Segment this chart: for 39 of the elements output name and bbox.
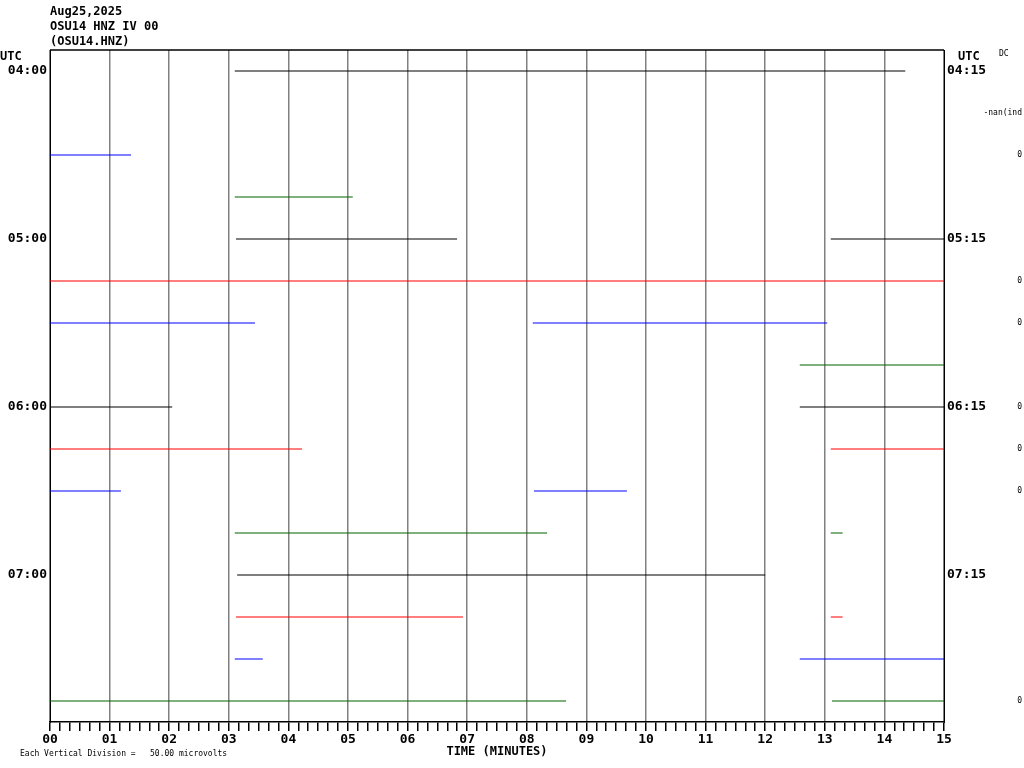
y2-tick-label: 05:15	[947, 230, 987, 246]
text: 0	[1017, 276, 1023, 286]
text: 0	[1017, 696, 1023, 706]
y2-tick-label: 06:15	[947, 398, 987, 414]
x-tick-label: 09	[578, 731, 595, 747]
x-tick-label: 07	[459, 731, 476, 747]
x-tick-label: 06	[399, 731, 416, 747]
x-tick-label: 00	[42, 731, 58, 747]
x-tick-label: 10	[638, 731, 654, 747]
y-tick-label: 04:00	[7, 62, 48, 78]
x-tick-label: 13	[816, 731, 833, 747]
text: DC	[999, 49, 1009, 59]
y-tick-label: 05:00	[7, 230, 48, 246]
x-tick-label: 01	[101, 731, 118, 747]
x-tick-label: 05	[340, 731, 356, 747]
text: 0	[1017, 318, 1023, 328]
text: 0	[1017, 150, 1023, 160]
y2-tick-label: 07:15	[947, 566, 987, 582]
x-tick-label: 14	[876, 731, 893, 747]
x-tick-label: 04	[280, 731, 297, 747]
chart-title: Aug25,2025	[50, 4, 123, 19]
y-tick-label: 06:00	[7, 398, 48, 414]
x-tick-label: 15	[936, 731, 952, 747]
chart-subtitle: OSU14 HNZ IV 00 (OSU14.HNZ)	[50, 19, 159, 49]
x-axis-title: TIME (MINUTES)	[446, 744, 548, 759]
y2-axis-title: UTC	[958, 49, 980, 64]
y-tick-label: 07:00	[7, 566, 48, 582]
y2-tick-label: 04:15	[947, 62, 987, 78]
x-tick-label: 08	[518, 731, 535, 747]
x-tick-label: 12	[757, 731, 774, 747]
text: 0	[1017, 444, 1023, 454]
text: -nan(ind	[983, 108, 1023, 118]
x-tick-label: 03	[220, 731, 237, 747]
x-tick-label: 02	[161, 731, 178, 747]
y-axis-title: UTC	[0, 49, 22, 64]
x-tick-label: 11	[697, 731, 714, 747]
text: Each Vertical Division = 50.00 microvolts	[20, 749, 228, 759]
text: 0	[1017, 486, 1023, 496]
text: 0	[1017, 402, 1023, 412]
